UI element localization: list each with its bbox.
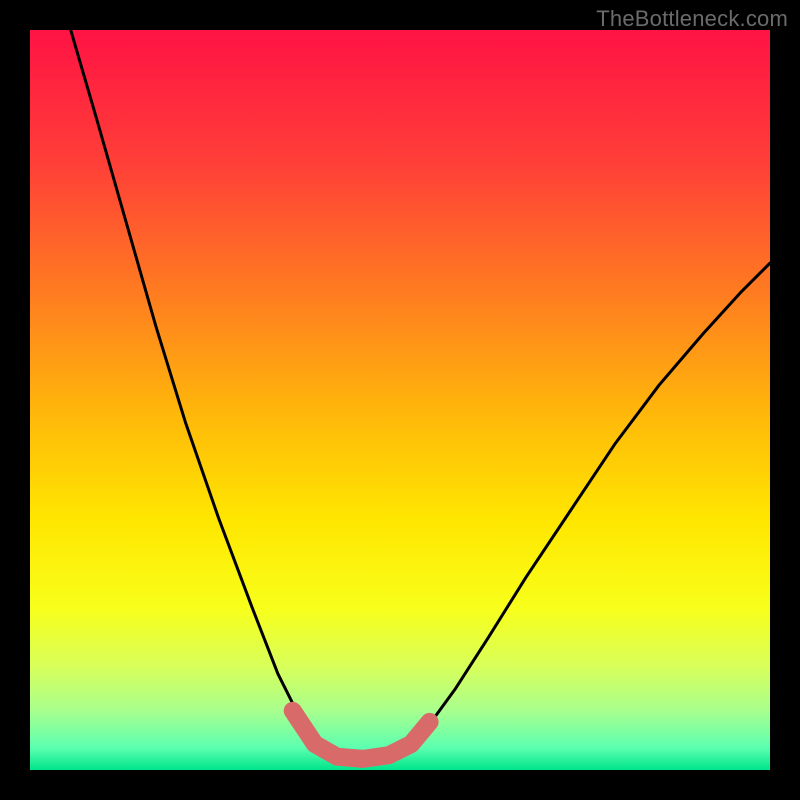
plot-area <box>30 30 770 770</box>
gradient-background <box>30 30 770 770</box>
bottleneck-curve-chart <box>30 30 770 770</box>
watermark-text: TheBottleneck.com <box>596 6 788 32</box>
chart-wrapper: TheBottleneck.com <box>0 0 800 800</box>
